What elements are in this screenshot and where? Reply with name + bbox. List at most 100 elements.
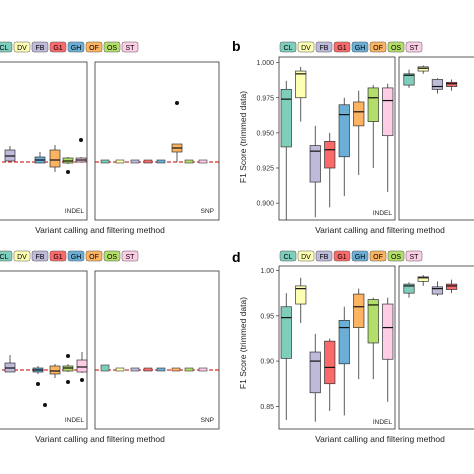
legend-key-g1-c	[49, 250, 67, 262]
box-dv-d-snp	[417, 276, 429, 282]
x-axis-title-d: Variant calling and filtering method	[315, 434, 445, 444]
box-fb-b-indel	[309, 145, 321, 183]
legend-label-dv-b: DV	[301, 45, 311, 52]
y-tick-label-b-3: 0.975	[256, 95, 274, 102]
panel-c-snp-frame	[94, 270, 220, 430]
y-tick-label-b-1: 0.925	[256, 166, 274, 173]
outlier-c-indel-4	[80, 378, 84, 382]
legend-label-of-c: OF	[89, 254, 99, 261]
outlier-a-indel-1	[79, 138, 83, 142]
legend-key-fb-c	[31, 250, 49, 262]
box-of-c	[49, 365, 61, 375]
box-os-c-snp	[184, 367, 194, 372]
legend-label-st-a: ST	[126, 45, 136, 52]
legend-key-st-b	[405, 41, 423, 53]
legend-label-dv-c: DV	[17, 254, 27, 261]
y-tick-label-d-0: 0.85	[260, 404, 274, 411]
legend-key-g1-d	[333, 250, 351, 262]
legend-label-gh-a: GH	[71, 45, 82, 52]
box-of-b-indel	[353, 101, 365, 127]
facet-label-indel-d: INDEL	[373, 419, 393, 426]
facet-label-indel-b: INDEL	[373, 210, 393, 217]
box-dv-d-indel	[295, 285, 307, 305]
legend-label-g1-d: G1	[337, 254, 346, 261]
x-axis-title-c: Variant calling and filtering method	[35, 434, 165, 444]
facet-label-snp-a: SNP	[201, 208, 214, 215]
legend-label-of-a: OF	[89, 45, 99, 52]
legend-key-os-d	[387, 250, 405, 262]
legend-key-fb-b	[315, 41, 333, 53]
box-dv-b-indel	[295, 70, 307, 99]
legend-key-st-d	[405, 250, 423, 262]
y-tick-label-d-1: 0.90	[260, 359, 274, 366]
box-g1-b-snp	[446, 81, 458, 87]
legend-label-of-d: OF	[373, 254, 383, 261]
legend-key-dv-c	[13, 250, 31, 262]
legend-label-st-b: ST	[410, 45, 420, 52]
legend-label-os-b: OS	[391, 45, 401, 52]
y-axis-title-b: F1 Score (trimmed data)	[238, 91, 248, 183]
legend-label-cl-a: CL	[0, 45, 9, 52]
legend-key-dv-d	[297, 250, 315, 262]
y-tick-label-b-0: 0.900	[256, 201, 274, 208]
legend-key-dv-b	[297, 41, 315, 53]
y-axis-title-d: F1 Score (trimmed data)	[238, 297, 248, 389]
outlier-c-indel-1	[66, 380, 70, 384]
panel-c-indel-frame	[0, 270, 88, 430]
legend-key-st-c	[121, 250, 139, 262]
box-os-d-indel	[367, 299, 379, 344]
panel-a-snp-frame	[94, 61, 220, 221]
box-gh-b-indel	[338, 104, 350, 158]
legend-key-fb-d	[315, 250, 333, 262]
box-st-b-indel	[382, 87, 394, 137]
legend-key-of-d	[369, 250, 387, 262]
legend-key-cl-d	[279, 250, 297, 262]
chart-marks: CL DV FB G1 GH OF OS ST CL DV FB G1 GH OF OS ST CL DV FB G1…	[0, 41, 474, 430]
legend-key-fb-a	[31, 41, 49, 53]
box-g1-c-snp	[143, 367, 153, 372]
legend-label-cl-d: CL	[284, 254, 293, 261]
box-of-d-indel	[353, 293, 365, 328]
legend-label-dv-a: DV	[17, 45, 27, 52]
legend-label-dv-d: DV	[301, 254, 311, 261]
box-fb-b-snp	[431, 79, 443, 90]
legend-key-g1-a	[49, 41, 67, 53]
box-gh-c-snp	[156, 367, 166, 372]
box-dv-c-snp	[115, 367, 125, 372]
legend-label-cl-b: CL	[284, 45, 293, 52]
legend-label-g1-a: G1	[53, 45, 62, 52]
legend-label-os-c: OS	[107, 254, 117, 261]
legend-key-g1-b	[333, 41, 351, 53]
legend-label-st-c: ST	[126, 254, 136, 261]
y-tick-label-b-4: 1.000	[256, 60, 274, 67]
legend-label-fb-b: FB	[320, 45, 329, 52]
legend-label-gh-c: GH	[71, 254, 82, 261]
x-axis-title-a: Variant calling and filtering method	[35, 225, 165, 235]
legend-label-gh-b: GH	[355, 45, 366, 52]
box-of-c-snp	[171, 367, 181, 372]
box-os-a-snp	[184, 159, 194, 164]
box-cl-b-indel	[280, 88, 292, 148]
box-dv-b-snp	[417, 66, 429, 72]
box-g1-b-indel	[324, 140, 336, 169]
box-cl-a-snp	[100, 159, 110, 164]
facet-label-indel-a: INDEL	[65, 208, 85, 215]
legend-label-fb-c: FB	[36, 254, 45, 261]
legend-key-of-a	[85, 41, 103, 53]
legend-key-os-c	[103, 250, 121, 262]
box-cl-d-snp	[403, 283, 415, 294]
facet-label-snp-c: SNP	[201, 417, 214, 424]
legend-label-of-b: OF	[373, 45, 383, 52]
box-g1-d-indel	[324, 340, 336, 385]
legend-key-cl-c	[0, 250, 13, 262]
box-st-a-snp	[198, 159, 208, 164]
legend-label-os-d: OS	[391, 254, 401, 261]
box-cl-c-snp	[100, 364, 110, 372]
y-tick-label-d-3: 1.00	[260, 268, 274, 275]
legend-key-st-a	[121, 41, 139, 53]
box-of-a	[49, 149, 61, 168]
legend-label-g1-c: G1	[53, 254, 62, 261]
outlier-a-snp-0	[175, 101, 179, 105]
legend-key-gh-c	[67, 250, 85, 262]
